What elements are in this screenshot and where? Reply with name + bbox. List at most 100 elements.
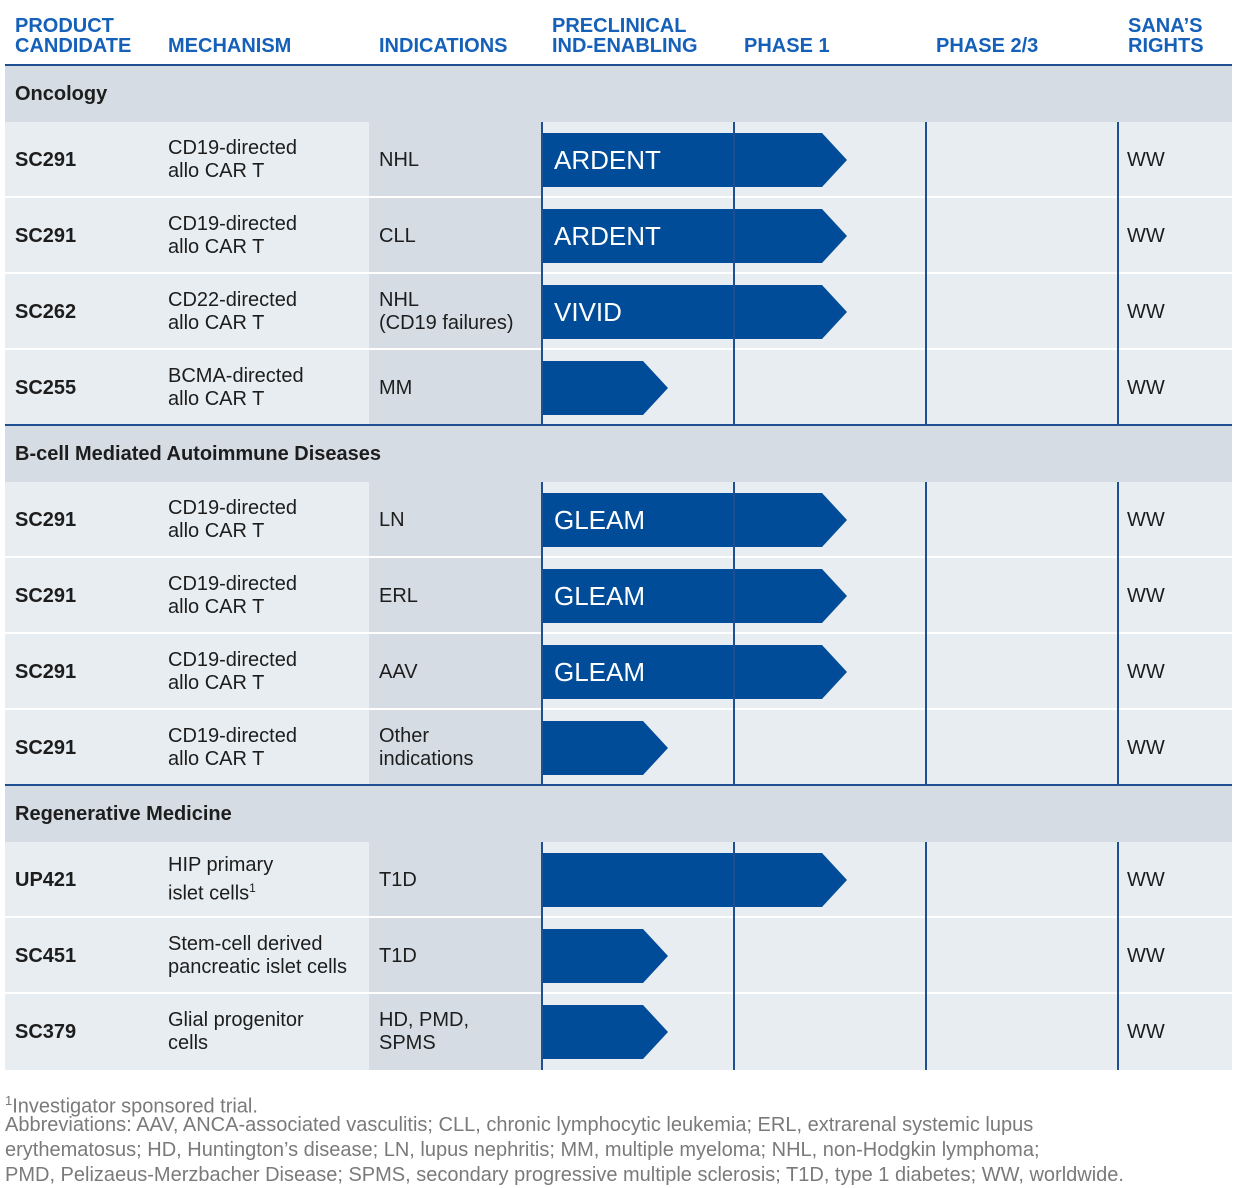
row-separator [5, 916, 1232, 918]
indication: HD, PMD, SPMS [379, 994, 469, 1070]
indication: NHL (CD19 failures) [379, 274, 513, 350]
product-candidate-text: SC291 [15, 508, 77, 531]
product-candidate-text: SC255 [15, 376, 77, 399]
product-candidate: SC451 [15, 918, 76, 994]
indication: Other indications [379, 710, 474, 786]
indication-band [369, 558, 542, 634]
indication: T1D [379, 842, 417, 918]
rights: WW [1127, 558, 1165, 634]
indication: MM [379, 350, 412, 426]
indication-text: MM [379, 376, 413, 399]
table-row: SC451 Stem-cell derived pancreatic islet … [5, 918, 1232, 994]
stage-arrow-phase-1: GLEAM [542, 493, 847, 547]
indication-text: AAV [379, 660, 418, 683]
rights-text: WW [1127, 376, 1165, 399]
row-separator [5, 272, 1232, 274]
header-phase-2-3: PHASE 2/3 [936, 35, 1039, 57]
stage-column-divider [925, 122, 927, 426]
rights: WW [1127, 274, 1165, 350]
indication-text: T1D [379, 944, 417, 967]
mechanism-text: Glial progenitor cells [168, 1009, 304, 1054]
mechanism: HIP primary islet cells1 [168, 842, 273, 918]
mechanism-text: CD22-directed allo CAR T [168, 289, 297, 334]
mechanism-text: CD19-directed allo CAR T [168, 725, 297, 770]
section-header-b-cell-mediated-autoimmune-diseases: B-cell Mediated Autoimmune Diseases [5, 426, 1232, 482]
rights-text: WW [1127, 944, 1165, 967]
stage-column-divider [541, 482, 543, 786]
header-phase-1: PHASE 1 [744, 35, 830, 57]
mechanism: CD19-directed allo CAR T [168, 634, 297, 710]
section-divider [5, 64, 1232, 66]
mechanism: CD19-directed allo CAR T [168, 710, 297, 786]
header-rights: SANA’S RIGHTS [1128, 15, 1204, 57]
mechanism: Stem-cell derived pancreatic islet cells [168, 918, 347, 994]
rights: WW [1127, 994, 1165, 1070]
rights: WW [1127, 482, 1165, 558]
mechanism: CD19-directed allo CAR T [168, 558, 297, 634]
mechanism: CD19-directed allo CAR T [168, 482, 297, 558]
stage-arrow-phase-1: GLEAM [542, 645, 847, 699]
footnote-marker: 1 [5, 1093, 13, 1108]
table-row: SC291 CD19-directed allo CAR T AAV WW GLEAM [5, 634, 1232, 710]
indication-band [369, 918, 542, 994]
indication-band [369, 634, 542, 710]
product-candidate-text: SC379 [15, 1020, 77, 1043]
indication: NHL [379, 122, 419, 198]
mechanism-text: CD19-directed allo CAR T [168, 137, 297, 182]
trial-name: ARDENT [554, 145, 661, 175]
rights: WW [1127, 842, 1165, 918]
indication-band [369, 350, 542, 426]
row-separator [5, 348, 1232, 350]
rights-text: WW [1127, 508, 1165, 531]
product-candidate-text: SC291 [15, 584, 77, 607]
stage-arrow-phase-1 [542, 853, 847, 907]
footnote-investigator: 1Investigator sponsored trial. [5, 1088, 1230, 1120]
row-separator [5, 708, 1232, 710]
table-row: SC291 CD19-directed allo CAR T CLL WW ARDENT [5, 198, 1232, 274]
trial-name: VIVID [554, 297, 622, 327]
stage-column-divider [925, 842, 927, 1070]
indication-text: NHL [379, 148, 420, 171]
stage-arrow-phase-1: GLEAM [542, 569, 847, 623]
table-row: SC255 BCMA-directed allo CAR T MM WW [5, 350, 1232, 426]
indication-text: ERL [379, 584, 418, 607]
mechanism-text: Stem-cell derived pancreatic islet cells [168, 933, 347, 978]
indication-band [369, 274, 542, 350]
mechanism: CD22-directed allo CAR T [168, 274, 297, 350]
trial-name: GLEAM [554, 505, 646, 535]
indication-band [369, 710, 542, 786]
mechanism: CD19-directed allo CAR T [168, 122, 297, 198]
rights: WW [1127, 198, 1165, 274]
product-candidate-text: UP421 [15, 868, 77, 891]
product-candidate-text: SC291 [15, 148, 77, 171]
section-divider [5, 424, 1232, 426]
mechanism: Glial progenitor cells [168, 994, 304, 1070]
mechanism-text: BCMA-directed allo CAR T [168, 365, 304, 410]
product-candidate: SC291 [15, 710, 76, 786]
mechanism-text: HIP primary islet cells1 [168, 854, 274, 905]
stage-arrow-phase-1: ARDENT [542, 209, 847, 263]
header-product-candidate: PRODUCT CANDIDATE [15, 15, 132, 57]
stage-arrow-preclinical [542, 721, 668, 775]
indication: ERL [379, 558, 418, 634]
stage-column-divider [1117, 122, 1119, 426]
stage-column-divider [733, 482, 735, 786]
footnote-text: Investigator sponsored trial. [12, 1095, 258, 1118]
product-candidate-text: SC291 [15, 736, 77, 759]
table-row: SC262 CD22-directed allo CAR T NHL (CD19 f… [5, 274, 1232, 350]
rights-text: WW [1127, 148, 1165, 171]
product-candidate: SC291 [15, 122, 76, 198]
product-candidate: SC291 [15, 482, 76, 558]
mechanism-text: CD19-directed allo CAR T [168, 497, 297, 542]
stage-arrow-preclinical [542, 1005, 668, 1059]
rights-text: WW [1127, 224, 1165, 247]
product-candidate: SC262 [15, 274, 76, 350]
indication-text: HD, PMD, SPMS [379, 1009, 469, 1054]
stage-arrow-phase-1: VIVID [542, 285, 847, 339]
stage-arrow-preclinical [542, 929, 668, 983]
table-row: SC291 CD19-directed allo CAR T Other indic… [5, 710, 1232, 786]
trial-name: GLEAM [554, 657, 646, 687]
header-mechanism: MECHANISM [168, 35, 292, 57]
mechanism-text: CD19-directed allo CAR T [168, 213, 297, 258]
rights-text: WW [1127, 868, 1165, 891]
